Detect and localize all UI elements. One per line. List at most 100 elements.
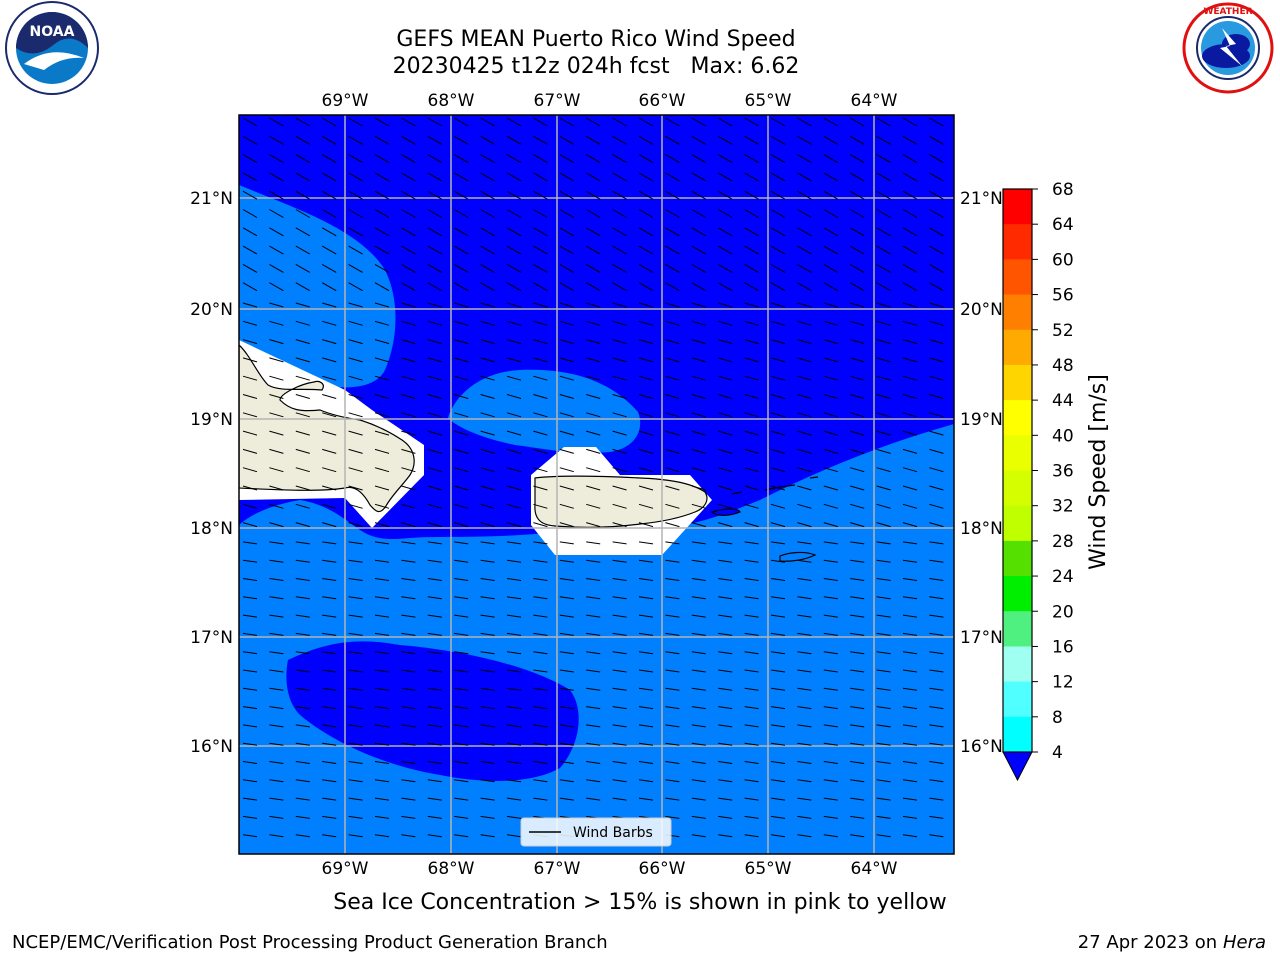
- wind-barb: [744, 467, 759, 473]
- wind-barb: [929, 761, 944, 764]
- wind-barb: [480, 706, 495, 710]
- wind-barb: [612, 485, 627, 491]
- wind-barb: [691, 559, 706, 563]
- wind-barb: [797, 522, 812, 528]
- wind-barb: [242, 559, 258, 563]
- wind-barb: [506, 797, 522, 801]
- wind-barb: [454, 742, 469, 746]
- wind-barb: [295, 724, 310, 728]
- wind-barb: [665, 172, 680, 182]
- wind-barb: [902, 724, 918, 728]
- wind-barb: [797, 632, 812, 636]
- wind-barb: [586, 779, 601, 783]
- wind-barb: [797, 485, 812, 491]
- wind-barb: [612, 375, 627, 381]
- lon-label-top: 66°W: [639, 91, 686, 111]
- wind-barb: [665, 135, 680, 145]
- wind-barb: [348, 172, 363, 182]
- wind-barb: [348, 209, 363, 218]
- wind-barb: [401, 687, 416, 691]
- wind-barb: [348, 614, 363, 618]
- wind-barb: [929, 687, 944, 691]
- wind-barb: [691, 797, 706, 801]
- wind-barb: [295, 614, 310, 618]
- wind-barb: [744, 117, 759, 127]
- wind-barb: [876, 357, 891, 363]
- wind-barb: [665, 706, 680, 710]
- wind-barb: [454, 632, 469, 636]
- wind-barb: [638, 263, 654, 273]
- wind-barb: [269, 172, 284, 182]
- wind-barb: [612, 282, 627, 292]
- wind-barb: [321, 172, 337, 182]
- wind-barb: [427, 578, 442, 581]
- wind-barb: [638, 412, 654, 418]
- wind-barb: [480, 339, 495, 345]
- wind-barb: [454, 430, 469, 436]
- wind-barb: [612, 154, 627, 164]
- wind-barb: [638, 522, 654, 528]
- wind-barb: [295, 430, 310, 436]
- wind-barb: [691, 522, 706, 528]
- wind-barb: [744, 578, 759, 581]
- wind-barb: [638, 302, 654, 308]
- wind-barb: [744, 797, 759, 801]
- wind-barb: [242, 339, 258, 345]
- wind-barb: [876, 339, 891, 345]
- wind-barb: [823, 357, 838, 363]
- wind-barb: [242, 245, 258, 255]
- wind-barb: [295, 815, 310, 819]
- wind-barb: [269, 245, 284, 255]
- wind-barb: [559, 614, 574, 618]
- wind-barb: [269, 541, 284, 545]
- wind-barb: [559, 522, 574, 528]
- wind-barb: [770, 190, 786, 200]
- colorbar-tick: 20: [1052, 602, 1074, 622]
- wind-barb: [480, 302, 495, 308]
- wind-barb: [533, 412, 548, 418]
- wind-barb: [322, 339, 337, 345]
- wind-barb: [374, 209, 390, 218]
- wind-barb: [902, 339, 918, 345]
- wind-barb: [770, 503, 786, 509]
- legend-label: Wind Barbs: [573, 825, 653, 841]
- wind-barb: [533, 724, 548, 728]
- wind-barb: [612, 541, 627, 545]
- wind-barb: [823, 339, 838, 345]
- wind-barb: [506, 135, 522, 145]
- wind-barb: [665, 779, 680, 783]
- wind-barb: [638, 339, 654, 345]
- wind-barb: [612, 430, 627, 436]
- wind-barb: [242, 485, 258, 491]
- wind-barb: [533, 339, 548, 345]
- wind-barb: [770, 651, 786, 655]
- wind-barb: [770, 245, 786, 255]
- wind-barb: [744, 761, 759, 764]
- wind-barb: [797, 190, 812, 200]
- wind-barb: [876, 302, 891, 308]
- wind-barb: [691, 578, 706, 581]
- colorbar-tick: 64: [1052, 215, 1074, 235]
- wind-barb: [559, 687, 574, 691]
- colorbar-segment: [1003, 259, 1032, 296]
- wind-barb: [454, 669, 469, 673]
- wind-barb: [850, 302, 865, 308]
- wind-barb: [480, 834, 495, 838]
- wind-barb: [638, 357, 654, 363]
- wind-barb: [348, 559, 363, 563]
- wind-barb: [533, 190, 548, 200]
- wind-barb: [797, 282, 812, 292]
- wind-barb: [849, 154, 865, 164]
- wind-barb: [295, 651, 310, 655]
- wind-barb: [876, 448, 891, 454]
- wind-barb: [744, 245, 759, 255]
- wind-barb: [322, 651, 337, 655]
- wind-barb: [717, 245, 733, 255]
- wind-barb: [849, 227, 865, 237]
- wind-barb: [770, 302, 786, 308]
- wind-barb: [242, 522, 258, 528]
- wind-barb: [533, 302, 548, 308]
- wind-barb: [348, 669, 363, 673]
- wind-barb: [533, 154, 548, 164]
